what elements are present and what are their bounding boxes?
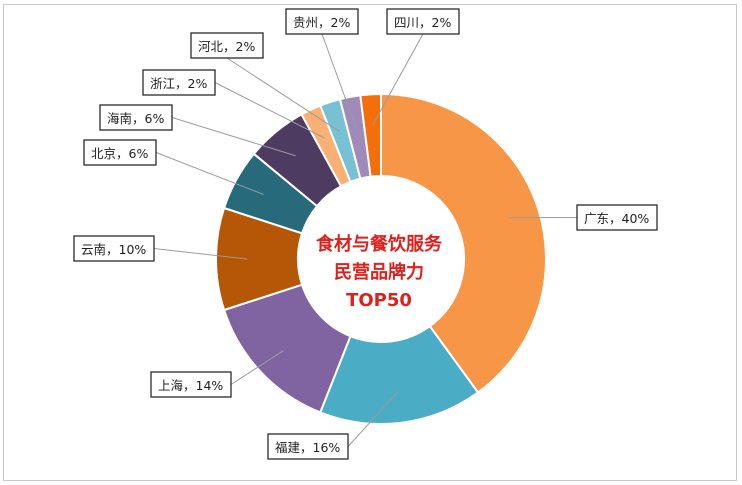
center-title-line-3: TOP50 [346,290,412,311]
data-label-上海: 上海，14% [158,378,223,393]
data-label-box-上海 [150,371,232,398]
data-label-box-四川 [386,8,460,35]
leader-line-四川 [372,33,424,126]
data-label-box-贵州 [285,8,359,35]
slice-广东 [380,92,547,394]
data-label-box-海南 [99,104,173,131]
slices-group [215,92,547,425]
leader-line-上海 [230,350,284,385]
data-label-浙江: 浙江，2% [150,76,207,91]
leader-line-浙江 [214,82,325,139]
leader-line-北京 [155,152,264,195]
data-label-四川: 四川，2% [394,15,451,30]
data-label-广东: 广东，40% [584,211,649,226]
slice-四川 [359,92,382,178]
data-label-box-北京 [83,139,157,166]
leader-line-海南 [171,117,296,157]
slice-福建 [318,324,480,425]
data-label-box-广东 [576,204,658,231]
data-label-贵州: 贵州，2% [293,15,350,30]
leader-line-贵州 [321,33,357,128]
data-label-box-福建 [267,433,349,460]
leader-line-福建 [347,391,399,447]
data-label-北京: 北京，6% [91,146,148,161]
data-label-河北: 河北，2% [198,39,255,54]
labels-group: 广东，40% 福建，16% 上海，14% 云南，10% 北京，6% 海南，6% 浙江，2% 河… [73,8,658,460]
data-label-福建: 福建，16% [275,440,340,455]
leader-lines-group [153,33,578,447]
center-title-line-2: 民营品牌力 [334,261,424,283]
data-label-box-云南 [73,235,155,262]
data-label-box-浙江 [142,69,216,96]
center-title-group: 食材与餐饮服务 民营品牌力 TOP50 [315,233,443,311]
leader-line-云南 [153,248,248,260]
leader-line-河北 [226,57,340,132]
data-label-box-河北 [190,32,264,59]
data-label-云南: 云南，10% [81,242,146,257]
center-title-line-1: 食材与餐饮服务 [315,233,443,255]
data-label-海南: 海南，6% [107,111,164,126]
